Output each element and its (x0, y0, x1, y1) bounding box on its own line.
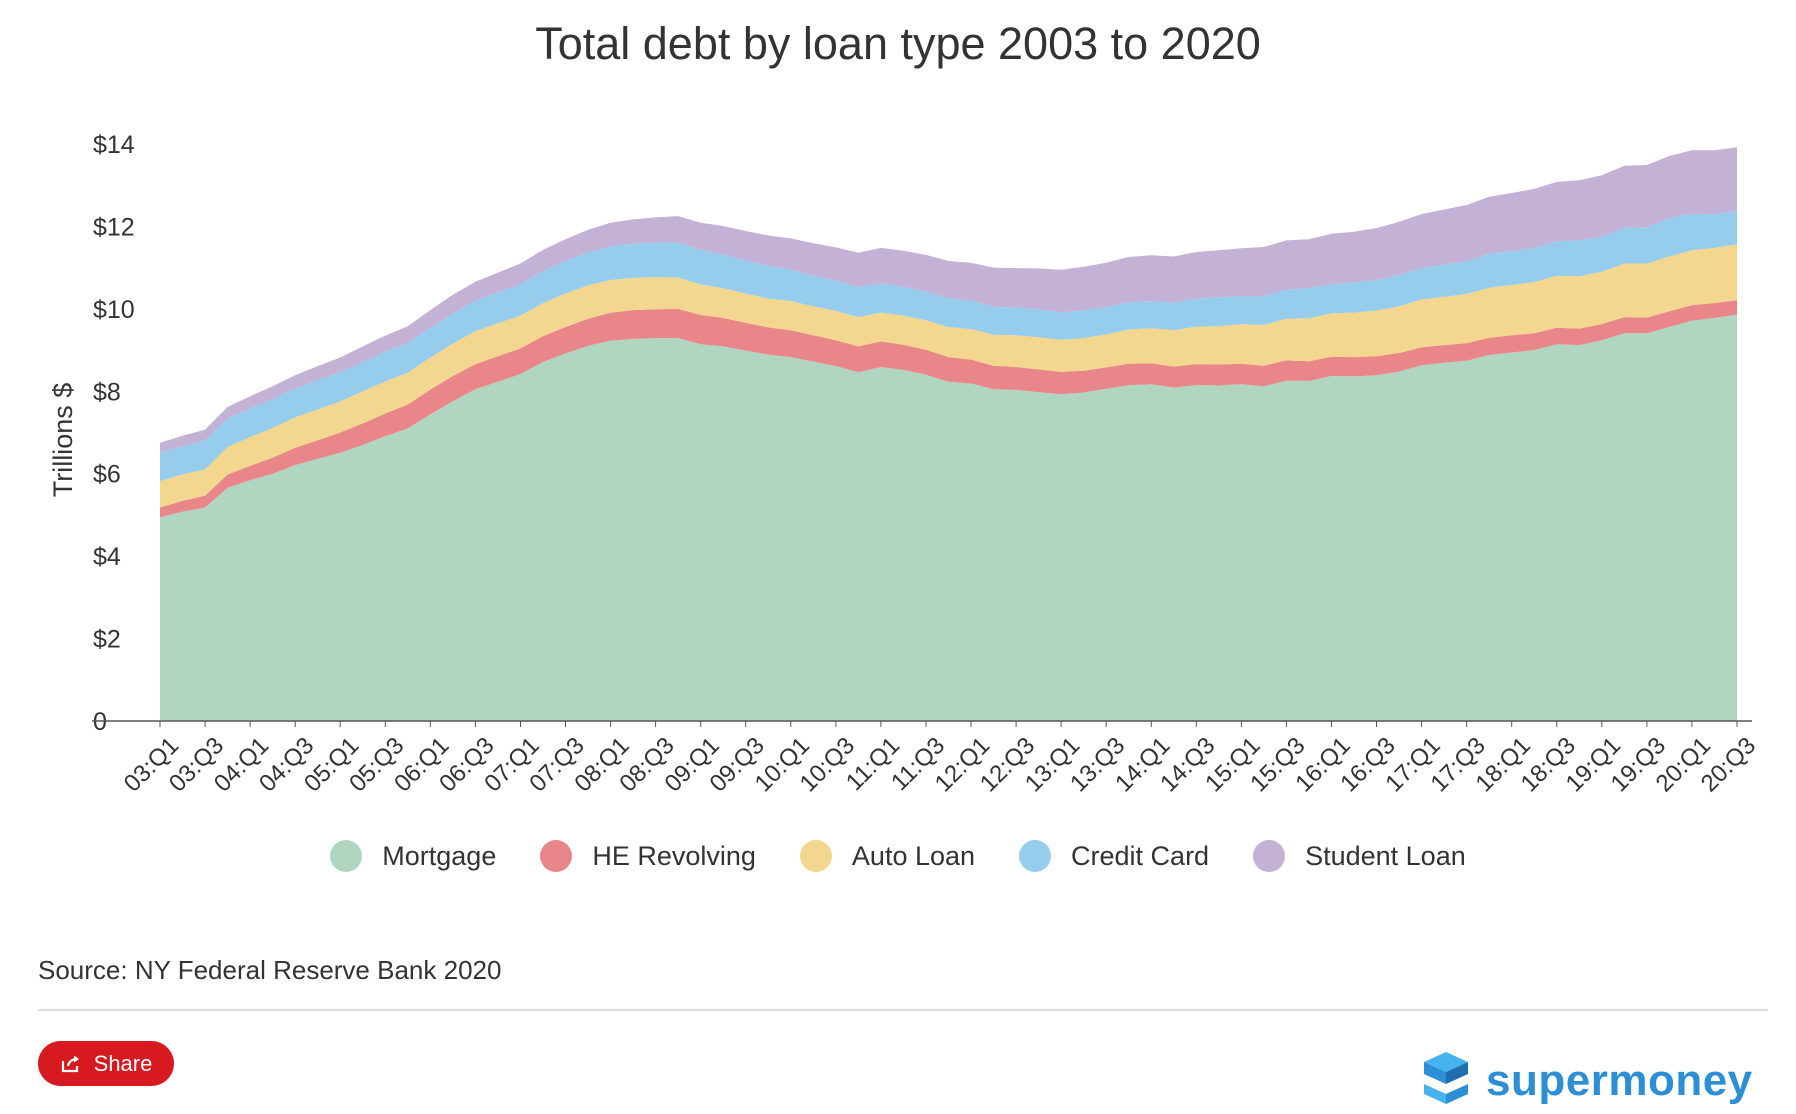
area-student-loan (160, 147, 1737, 453)
chart-title: Total debt by loan type 2003 to 2020 (535, 18, 1261, 69)
y-tick-label: $2 (93, 626, 121, 654)
share-button[interactable]: Share (38, 1041, 174, 1086)
y-tick-label: $14 (93, 131, 135, 159)
y-axis: 0 $2 $4 $6 $8 $10 $12 $14 (93, 131, 135, 736)
legend-label: Auto Loan (851, 840, 976, 871)
area-series-group (160, 147, 1737, 721)
legend-label: Credit Card (1071, 840, 1210, 871)
legend-swatch (540, 840, 573, 872)
legend-item[interactable]: Mortgage (330, 840, 496, 872)
y-tick-label: $12 (93, 213, 135, 241)
y-axis-label: Trillions $ (48, 383, 78, 498)
legend-item[interactable]: HE Revolving (540, 840, 756, 872)
supermoney-cube-icon (1418, 1050, 1474, 1111)
legend-swatch (1019, 840, 1052, 872)
legend-label: HE Revolving (592, 840, 756, 871)
stacked-area-chart: 0 $2 $4 $6 $8 $10 $12 $14 03:Q103:Q304:Q104:Q30… (48, 131, 1761, 797)
brand-name: supermoney (1486, 1055, 1753, 1105)
area-he-revolving (160, 300, 1737, 518)
legend-swatch (330, 840, 363, 872)
y-tick-label: $4 (93, 543, 121, 571)
legend-item[interactable]: Auto Loan (799, 840, 976, 872)
legend-label: Mortgage (382, 840, 497, 871)
legend-item[interactable]: Credit Card (1019, 840, 1209, 872)
legend-item[interactable]: Student Loan (1253, 840, 1466, 872)
area-credit-card (160, 210, 1737, 482)
share-icon (60, 1054, 82, 1074)
brand-logo: supermoney (1418, 1050, 1753, 1111)
share-label: Share (93, 1050, 153, 1076)
legend: Mortgage HE Revolving Auto Loan Credit Card… (0, 840, 1796, 872)
area-auto-loan (160, 244, 1737, 508)
y-tick-label: $8 (93, 378, 121, 406)
y-tick-label: 0 (93, 708, 107, 736)
x-axis: 03:Q103:Q304:Q104:Q305:Q105:Q306:Q106:Q3… (119, 721, 1761, 797)
area-mortgage (160, 314, 1737, 721)
legend-label: Student Loan (1305, 840, 1466, 871)
legend-swatch (1253, 840, 1286, 872)
legend-swatch (799, 840, 832, 872)
y-tick-label: $6 (93, 461, 121, 489)
source-note: Source: NY Federal Reserve Bank 2020 (38, 955, 502, 985)
divider (38, 1009, 1768, 1011)
y-tick-label: $10 (93, 296, 135, 324)
